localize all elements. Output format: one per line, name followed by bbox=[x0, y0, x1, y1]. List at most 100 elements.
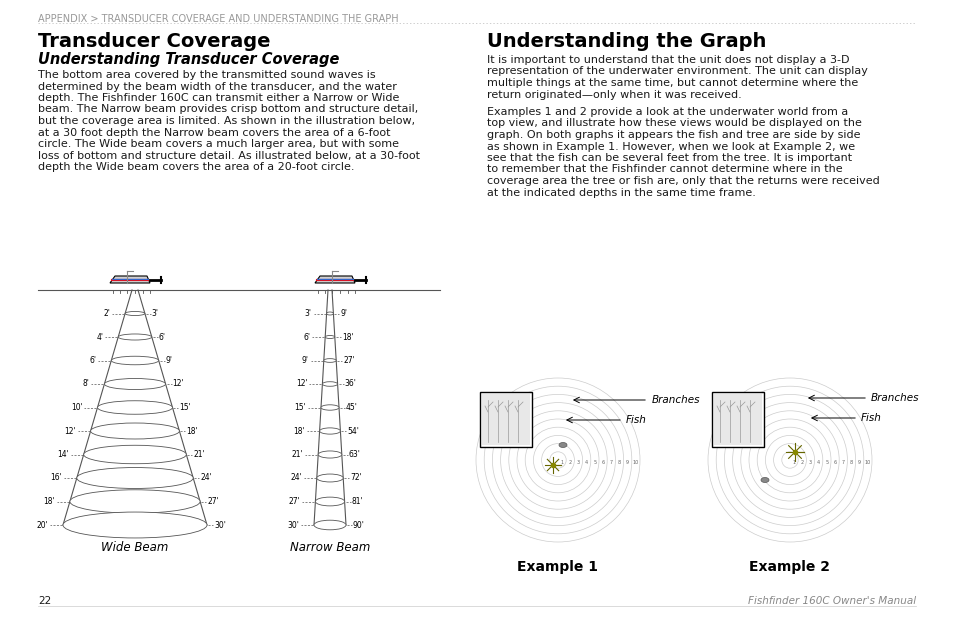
Text: Narrow Beam: Narrow Beam bbox=[290, 541, 370, 554]
Text: 9: 9 bbox=[625, 460, 629, 465]
Text: Branches: Branches bbox=[651, 395, 700, 405]
Text: depth. The Fishfinder 160C can transmit either a Narrow or Wide: depth. The Fishfinder 160C can transmit … bbox=[38, 93, 399, 103]
Text: 8: 8 bbox=[618, 460, 620, 465]
Text: graph. On both graphs it appears the fish and tree are side by side: graph. On both graphs it appears the fis… bbox=[486, 130, 860, 140]
Text: 5: 5 bbox=[593, 460, 596, 465]
Text: 18': 18' bbox=[43, 497, 55, 506]
Text: multiple things at the same time, but cannot determine where the: multiple things at the same time, but ca… bbox=[486, 78, 858, 88]
Ellipse shape bbox=[318, 451, 341, 458]
Text: Fish: Fish bbox=[625, 415, 646, 425]
Text: 3: 3 bbox=[577, 460, 579, 465]
Text: 6': 6' bbox=[158, 332, 166, 342]
Text: 30': 30' bbox=[287, 520, 298, 530]
Text: Branches: Branches bbox=[870, 393, 919, 403]
Text: representation of the underwater environment. The unit can display: representation of the underwater environ… bbox=[486, 67, 867, 77]
Text: 3: 3 bbox=[808, 460, 811, 465]
Text: The bottom area covered by the transmitted sound waves is: The bottom area covered by the transmitt… bbox=[38, 70, 375, 80]
Text: 7: 7 bbox=[841, 460, 844, 465]
Ellipse shape bbox=[320, 405, 338, 410]
Text: 5: 5 bbox=[824, 460, 827, 465]
Ellipse shape bbox=[97, 400, 172, 414]
Text: 21': 21' bbox=[292, 450, 303, 459]
Text: to remember that the Fishfinder cannot determine where in the: to remember that the Fishfinder cannot d… bbox=[486, 164, 841, 174]
Text: 10: 10 bbox=[632, 460, 639, 465]
Ellipse shape bbox=[84, 445, 186, 464]
Text: Example 2: Example 2 bbox=[749, 560, 830, 574]
Text: Understanding Transducer Coverage: Understanding Transducer Coverage bbox=[38, 52, 339, 67]
Text: 12': 12' bbox=[295, 379, 307, 389]
Bar bbox=[481, 394, 530, 445]
Text: 3': 3' bbox=[152, 309, 159, 318]
Ellipse shape bbox=[125, 311, 145, 316]
Ellipse shape bbox=[118, 334, 152, 340]
Text: at a 30 foot depth the Narrow beam covers the area of a 6-foot: at a 30 foot depth the Narrow beam cover… bbox=[38, 127, 390, 137]
Text: 1: 1 bbox=[560, 460, 563, 465]
Text: 8': 8' bbox=[83, 379, 90, 389]
Text: 18': 18' bbox=[293, 426, 304, 436]
Text: It is important to understand that the unit does not display a 3-D: It is important to understand that the u… bbox=[486, 55, 848, 65]
Text: 12': 12' bbox=[64, 426, 75, 436]
Text: 2: 2 bbox=[800, 460, 803, 465]
Text: 63': 63' bbox=[349, 450, 360, 459]
Text: 6': 6' bbox=[303, 332, 310, 342]
Text: 16': 16' bbox=[50, 473, 62, 483]
Text: Example 1: Example 1 bbox=[517, 560, 598, 574]
Text: 4': 4' bbox=[96, 332, 103, 342]
Text: 24': 24' bbox=[200, 473, 212, 483]
Text: loss of bottom and structure detail. As illustrated below, at a 30-foot: loss of bottom and structure detail. As … bbox=[38, 151, 419, 161]
Text: 6: 6 bbox=[601, 460, 604, 465]
Text: 90': 90' bbox=[353, 520, 364, 530]
Text: 27': 27' bbox=[289, 497, 300, 506]
Text: 10': 10' bbox=[71, 403, 82, 412]
Text: 20': 20' bbox=[36, 520, 48, 530]
Text: beam. The Narrow beam provides crisp bottom and structure detail,: beam. The Narrow beam provides crisp bot… bbox=[38, 104, 417, 114]
Text: 1: 1 bbox=[792, 460, 795, 465]
Ellipse shape bbox=[314, 520, 346, 530]
Text: Examples 1 and 2 provide a look at the underwater world from a: Examples 1 and 2 provide a look at the u… bbox=[486, 107, 847, 117]
Ellipse shape bbox=[91, 423, 179, 439]
Ellipse shape bbox=[322, 382, 337, 386]
Text: circle. The Wide beam covers a much larger area, but with some: circle. The Wide beam covers a much larg… bbox=[38, 139, 398, 149]
Text: depth the Wide beam covers the area of a 20-foot circle.: depth the Wide beam covers the area of a… bbox=[38, 162, 355, 172]
Text: determined by the beam width of the transducer, and the water: determined by the beam width of the tran… bbox=[38, 82, 396, 91]
Text: 18': 18' bbox=[341, 332, 353, 342]
Bar bbox=[479, 392, 532, 447]
Text: 12': 12' bbox=[172, 379, 184, 389]
Ellipse shape bbox=[70, 490, 200, 513]
Text: APPENDIX > TRANSDUCER COVERAGE AND UNDERSTANDING THE GRAPH: APPENDIX > TRANSDUCER COVERAGE AND UNDER… bbox=[38, 14, 398, 24]
Text: at the indicated depths in the same time frame.: at the indicated depths in the same time… bbox=[486, 187, 755, 198]
Text: 6': 6' bbox=[90, 356, 96, 365]
Text: 24': 24' bbox=[290, 473, 301, 483]
Text: 45': 45' bbox=[346, 403, 357, 412]
Text: coverage area the tree or fish are, only that the returns were received: coverage area the tree or fish are, only… bbox=[486, 176, 879, 186]
Text: 4: 4 bbox=[817, 460, 820, 465]
Text: 15': 15' bbox=[179, 403, 191, 412]
Ellipse shape bbox=[319, 428, 340, 434]
Text: 22: 22 bbox=[38, 596, 51, 606]
Ellipse shape bbox=[323, 358, 335, 362]
Text: Transducer Coverage: Transducer Coverage bbox=[38, 32, 271, 51]
Text: 36': 36' bbox=[344, 379, 356, 389]
Ellipse shape bbox=[77, 468, 193, 488]
Text: 8: 8 bbox=[849, 460, 852, 465]
Text: 72': 72' bbox=[350, 473, 361, 483]
Text: 18': 18' bbox=[186, 426, 198, 436]
Text: 2': 2' bbox=[103, 309, 110, 318]
Text: 4: 4 bbox=[584, 460, 588, 465]
Text: 7: 7 bbox=[609, 460, 612, 465]
Text: Fish: Fish bbox=[861, 413, 881, 423]
Text: 9': 9' bbox=[166, 356, 172, 365]
Ellipse shape bbox=[326, 312, 333, 315]
Text: 2: 2 bbox=[568, 460, 571, 465]
Ellipse shape bbox=[104, 378, 166, 389]
Text: return originated—only when it was received.: return originated—only when it was recei… bbox=[486, 90, 741, 99]
Text: 9: 9 bbox=[858, 460, 861, 465]
Polygon shape bbox=[110, 276, 150, 283]
Text: 15': 15' bbox=[294, 403, 306, 412]
Text: 27': 27' bbox=[207, 497, 218, 506]
Bar bbox=[711, 392, 763, 447]
Ellipse shape bbox=[315, 497, 344, 506]
Text: 30': 30' bbox=[213, 520, 226, 530]
Polygon shape bbox=[314, 276, 355, 283]
Text: 9': 9' bbox=[340, 309, 347, 318]
